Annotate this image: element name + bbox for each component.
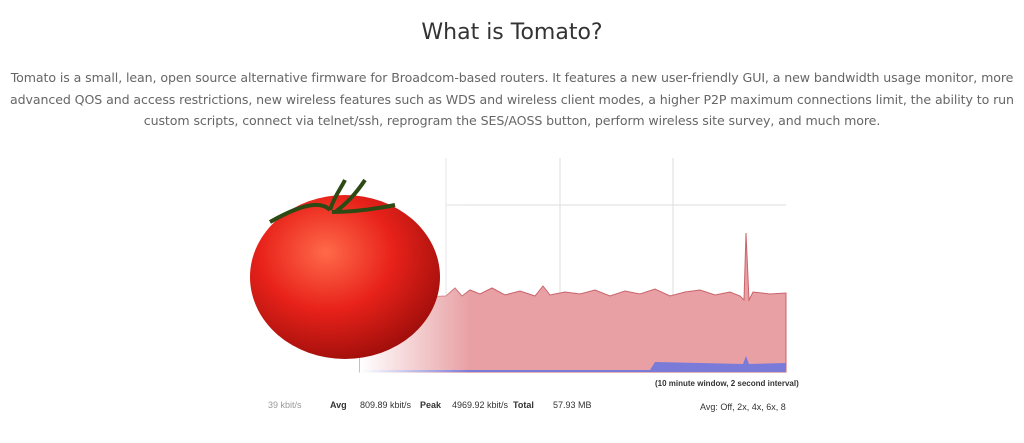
peak-label: Peak bbox=[420, 400, 442, 410]
section-description: Tomato is a small, lean, open source alt… bbox=[10, 70, 1014, 128]
total-value: 57.93 MB bbox=[553, 400, 592, 410]
current-rate: 39 kbit/s bbox=[268, 400, 302, 410]
avg-label: Avg bbox=[330, 400, 347, 410]
averaging-options[interactable]: Avg: Off, 2x, 4x, 6x, 8 bbox=[700, 402, 786, 412]
graph-caption: (10 minute window, 2 second interval) bbox=[655, 379, 799, 388]
tomato bbox=[250, 178, 440, 359]
total-label: Total bbox=[513, 400, 534, 410]
avg-value: 809.89 kbit/s bbox=[360, 400, 412, 410]
peak-value: 4969.92 kbit/s bbox=[452, 400, 509, 410]
section-title: What is Tomato? bbox=[421, 20, 603, 45]
